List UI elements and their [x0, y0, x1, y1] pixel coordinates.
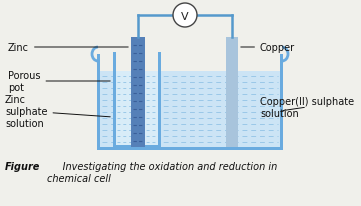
Text: Porous
pot: Porous pot — [8, 71, 110, 92]
Bar — [100, 72, 280, 147]
Text: Investigating the oxidation and reduction in
chemical cell: Investigating the oxidation and reductio… — [47, 161, 277, 183]
Bar — [113, 145, 161, 148]
Text: Zinc
sulphate
solution: Zinc sulphate solution — [5, 95, 110, 128]
Bar — [97, 55, 100, 150]
Text: Figure: Figure — [5, 161, 40, 171]
Bar — [113, 53, 116, 148]
Bar — [131, 38, 145, 147]
Text: V: V — [181, 12, 189, 22]
Bar — [158, 53, 161, 148]
Text: Zinc: Zinc — [8, 43, 128, 53]
Bar — [116, 72, 158, 145]
Bar — [97, 147, 283, 150]
Text: Copper(II) sulphate
solution: Copper(II) sulphate solution — [260, 97, 354, 118]
Text: Copper: Copper — [241, 43, 295, 53]
Bar — [280, 55, 283, 150]
Bar — [226, 38, 238, 147]
Circle shape — [173, 4, 197, 28]
